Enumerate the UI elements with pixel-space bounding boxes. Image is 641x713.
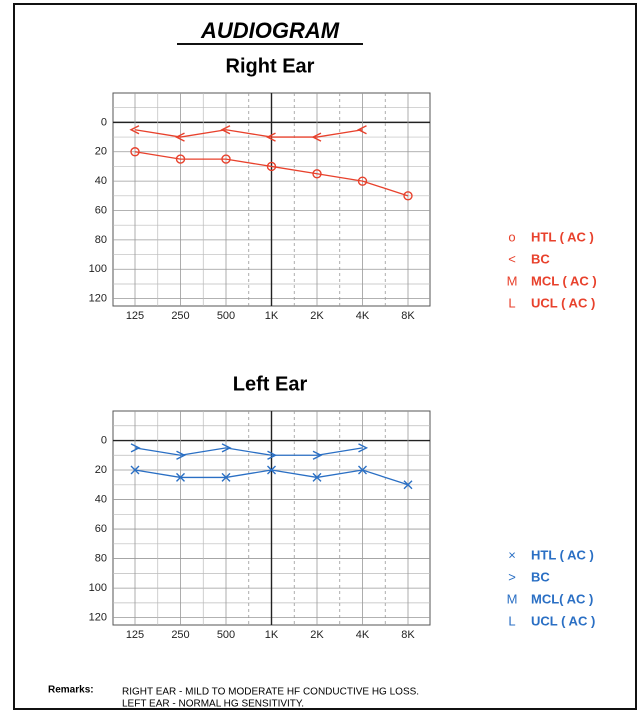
y-tick-label: 40 (95, 493, 107, 505)
marker-circle (403, 191, 413, 201)
legend-label: MCL( AC ) (531, 591, 593, 606)
x-tick-label: 4K (356, 310, 370, 322)
legend-symbol: M (507, 591, 518, 606)
x-tick-label: 1K (265, 310, 279, 322)
chart-title: Left Ear (233, 373, 308, 395)
y-tick-label: 80 (95, 234, 107, 246)
legend-symbol: > (508, 569, 516, 584)
marker-cross (267, 465, 276, 475)
page-title: AUDIOGRAM (200, 18, 340, 43)
marker-angle (221, 443, 232, 453)
marker-circle (357, 176, 368, 186)
marker-circle (221, 154, 231, 164)
marker-angle (265, 132, 276, 142)
marker-circle (130, 147, 140, 157)
marker-angle (311, 132, 322, 142)
marker-cross (221, 472, 231, 482)
x-tick-label: 125 (126, 310, 144, 322)
x-tick-label: 250 (171, 310, 189, 322)
legend-symbol: × (508, 547, 516, 562)
marker-angle (220, 125, 231, 135)
series-line (134, 447, 363, 456)
x-tick-label: 500 (217, 310, 235, 322)
marker-angle (312, 450, 323, 460)
y-tick-label: 0 (101, 116, 107, 128)
marker-angle (130, 443, 141, 453)
marker-cross (130, 465, 140, 475)
chart-title: Right Ear (226, 55, 315, 77)
legend-label: HTL ( AC ) (531, 547, 594, 562)
y-tick-label: 100 (89, 263, 107, 275)
remarks-line: LEFT EAR - NORMAL HG SENSITIVITY. (122, 699, 304, 710)
legend-symbol: o (508, 229, 515, 244)
legend-symbol: < (508, 251, 516, 266)
legend-symbol: L (508, 613, 515, 628)
x-tick-label: 2K (310, 310, 324, 322)
legend-symbol: L (508, 295, 515, 310)
x-tick-label: 8K (401, 629, 415, 641)
legend-label: MCL ( AC ) (531, 273, 597, 288)
y-tick-label: 0 (101, 434, 107, 446)
x-tick-label: 4K (356, 629, 370, 641)
marker-circle (312, 169, 322, 179)
series-line (134, 151, 409, 197)
y-tick-label: 60 (95, 204, 107, 216)
y-tick-label: 40 (95, 175, 107, 187)
legend-label: HTL ( AC ) (531, 229, 594, 244)
legend-label: BC (531, 569, 550, 584)
x-tick-label: 125 (126, 629, 144, 641)
marker-angle (129, 125, 140, 135)
y-tick-label: 80 (95, 552, 107, 564)
legend-label: BC (531, 251, 550, 266)
marker-cross (312, 472, 322, 482)
remarks-label: Remarks: (48, 685, 94, 696)
y-tick-label: 120 (89, 612, 107, 624)
x-tick-label: 1K (265, 629, 279, 641)
x-tick-label: 500 (217, 629, 235, 641)
remarks-line: RIGHT EAR - MILD TO MODERATE HF CONDUCTI… (122, 687, 419, 698)
y-tick-label: 100 (89, 582, 107, 594)
marker-cross (403, 480, 413, 490)
y-tick-label: 20 (95, 464, 107, 476)
marker-angle (358, 443, 369, 453)
marker-cross (176, 472, 185, 482)
series-line (134, 129, 363, 138)
marker-angle (174, 132, 185, 142)
y-tick-label: 20 (95, 146, 107, 158)
marker-circle (266, 161, 277, 172)
marker-circle (175, 154, 186, 164)
legend-label: UCL ( AC ) (531, 613, 595, 628)
y-tick-label: 120 (89, 293, 107, 305)
marker-angle (176, 450, 187, 460)
marker-cross (358, 465, 367, 475)
y-tick-label: 60 (95, 523, 107, 535)
x-tick-label: 8K (401, 310, 415, 322)
marker-angle (267, 450, 278, 460)
x-tick-label: 250 (171, 629, 189, 641)
legend-symbol: M (507, 273, 518, 288)
x-tick-label: 2K (310, 629, 324, 641)
marker-angle (356, 125, 367, 135)
legend-label: UCL ( AC ) (531, 295, 595, 310)
